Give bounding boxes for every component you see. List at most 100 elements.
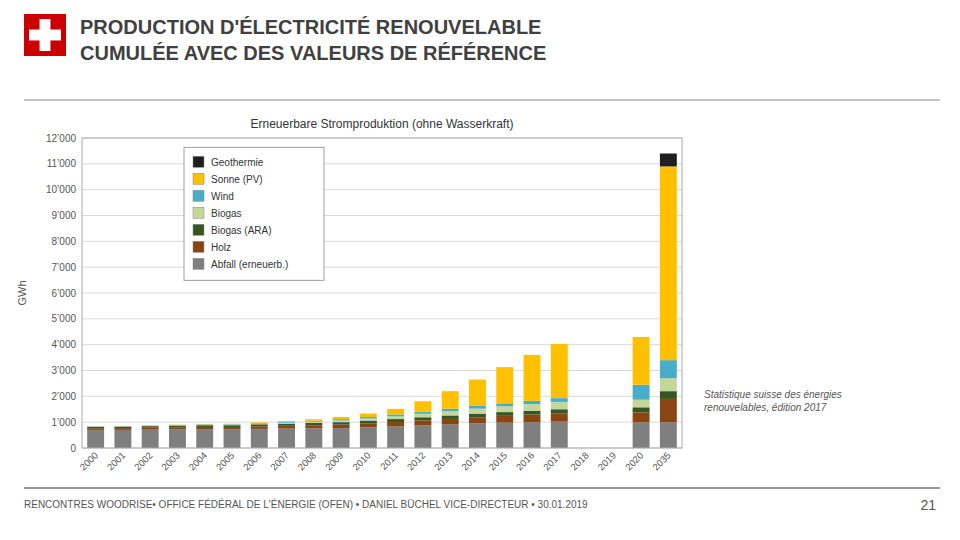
- bar-segment: Biogas (ARA) 2008: 88: [305, 423, 322, 425]
- bar-segment: Biogas 2011: 105: [387, 416, 404, 419]
- bar-segment: Biogas (ARA) 2020: 195: [633, 407, 650, 412]
- legend: GeothermieSonne (PV)WindBiogasBiogas (AR…: [184, 147, 324, 280]
- bar-segment: Geothermie 2011: 0: [387, 408, 404, 409]
- bar-segment: Abfall (erneuerb.) 2009: 770: [333, 428, 350, 448]
- bar-segment: Holz 2010: 155: [360, 423, 377, 427]
- bar-segment: Holz 2009: 135: [333, 425, 350, 428]
- legend-label: Wind: [211, 191, 234, 202]
- legend-swatch: [193, 190, 204, 201]
- bar-segment: Abfall (erneuerb.) 2001: 700: [114, 430, 131, 448]
- bar-segment: Geothermie 2005: 0: [224, 423, 241, 424]
- bar-segment: Biogas 2035: 500: [660, 378, 677, 391]
- x-tick-label: 2006: [241, 450, 264, 473]
- bar-segment: Biogas (ARA) 2002: 62: [142, 426, 159, 428]
- bar-segment: Wind 2003: 15: [169, 424, 186, 425]
- bar-segment: Holz 2001: 70: [114, 428, 131, 430]
- separator: [24, 100, 940, 101]
- background: [0, 0, 960, 540]
- bar-segment: Sonne (PV) 2005: 16: [224, 423, 241, 424]
- x-tick-label: 2003: [159, 450, 182, 473]
- chart-title: Erneuerbare Stromproduktion (ohne Wasser…: [250, 117, 513, 131]
- bar-segment: Geothermie 2006: 0: [251, 422, 268, 423]
- x-tick-label: 2008: [296, 450, 319, 473]
- x-tick-label: 2035: [650, 450, 673, 473]
- bar-segment: Abfall (erneuerb.) 2020: 1000: [633, 422, 650, 448]
- bar-segment: Wind 2013: 95: [442, 409, 459, 411]
- bar-segment: Sonne (PV) 2003: 10: [169, 424, 186, 425]
- legend-swatch: [193, 173, 204, 184]
- bar-segment: Wind 2012: 85: [414, 412, 431, 414]
- bar-segment: Sonne (PV) 2002: 8: [142, 425, 159, 426]
- y-tick-label: 9’000: [52, 210, 77, 221]
- bar-segment: Geothermie 2020: 0: [633, 336, 650, 337]
- bar-segment: Biogas (ARA) 2009: 95: [333, 422, 350, 424]
- series: Biogas 2000: 8Biogas 2001: 10Biogas 2002…: [87, 378, 677, 427]
- bar-segment: Geothermie 2001: 0: [114, 425, 131, 426]
- bar-segment: Holz 2006: 100: [251, 426, 268, 429]
- x-tick-label: 2011: [378, 450, 400, 472]
- series: Abfall (erneuerb.) 2000: 700Abfall (erne…: [87, 422, 677, 448]
- bar-segment: Biogas 2007: 38: [278, 422, 295, 424]
- footer-separator: [24, 487, 940, 488]
- grid-line: [82, 370, 682, 371]
- text-line: PRODUCTION D'ÉLECTRICITÉ RENOUVELABLE: [80, 16, 541, 38]
- bar-segment: Abfall (erneuerb.) 2010: 800: [360, 427, 377, 448]
- bar-segment: Abfall (erneuerb.) 2011: 830: [387, 427, 404, 448]
- bar-segment: Wind 2035: 700: [660, 360, 677, 378]
- bar-segment: Biogas (ARA) 2016: 150: [524, 411, 541, 415]
- bar-segment: Sonne (PV) 2014: 1020: [469, 380, 486, 406]
- bar-segment: Holz 2017: 325: [551, 413, 568, 421]
- x-tick-label: 2020: [623, 450, 646, 473]
- x-tick-label: 2013: [432, 450, 455, 473]
- bar-segment: Biogas (ARA) 2012: 125: [414, 417, 431, 420]
- bar-segment: Biogas 2000: 8: [87, 426, 104, 427]
- bar-segment: Biogas 2020: 295: [633, 400, 650, 408]
- y-tick-label: 0: [70, 443, 76, 454]
- bar-segment: Wind 2017: 145: [551, 398, 568, 402]
- x-tick-label: 2004: [186, 450, 209, 473]
- bar-segment: Sonne (PV) 2020: 1850: [633, 337, 650, 385]
- bar-segment: Wind 2001: 10: [114, 426, 131, 427]
- bar-segment: Biogas 2009: 68: [333, 420, 350, 422]
- bar-segment: Biogas 2010: 85: [360, 418, 377, 420]
- legend-label: Sonne (PV): [211, 174, 263, 185]
- x-tick-label: 2002: [132, 450, 155, 473]
- bar-segment: Holz 2016: 295: [524, 415, 541, 423]
- bar-segment: Geothermie 2004: 0: [196, 423, 213, 424]
- bar-segment: Wind 2004: 18: [196, 424, 213, 425]
- bar-segment: Geothermie 2035: 500: [660, 154, 677, 167]
- bar-segment: Sonne (PV) 2015: 1400: [496, 367, 513, 403]
- bar-segment: Abfall (erneuerb.) 2014: 950: [469, 423, 486, 448]
- bar-segment: Biogas (ARA) 2006: 78: [251, 424, 268, 426]
- bar-segment: Sonne (PV) 2017: 2100: [551, 344, 568, 398]
- bar-segment: Wind 2010: 55: [360, 417, 377, 418]
- bar-segment: Sonne (PV) 2007: 35: [278, 421, 295, 423]
- bar-segment: Biogas (ARA) 2017: 155: [551, 409, 568, 413]
- x-tick-label: 2005: [214, 450, 237, 473]
- bar-segment: Biogas 2002: 12: [142, 425, 159, 426]
- text-line: CUMULÉE AVEC DES VALEURS DE RÉFÉRENCE: [80, 42, 546, 64]
- footer: RENCONTRES WOODRISE• OFFICE FÉDÉRAL DE L…: [24, 498, 588, 510]
- legend-label: Biogas (ARA): [211, 225, 272, 236]
- y-tick-label: 5’000: [52, 313, 77, 324]
- bar-segment: Biogas (ARA) 2007: 82: [278, 424, 295, 426]
- y-tick-label: 10’000: [46, 184, 76, 195]
- x-tick-label: 2000: [77, 450, 100, 473]
- bar-segment: Holz 2015: 265: [496, 416, 513, 423]
- bar-segment: Wind 2009: 50: [333, 419, 350, 420]
- x-tick-label: 2001: [105, 450, 128, 473]
- bar-segment: Wind 2014: 105: [469, 406, 486, 409]
- legend-frame: [184, 147, 324, 280]
- bar-segment: Geothermie 2009: 0: [333, 416, 350, 417]
- bar-segment: Biogas (ARA) 2000: 55: [87, 427, 104, 428]
- legend-swatch: [193, 258, 204, 269]
- bars: Abfall (erneuerb.) 2000: 700Abfall (erne…: [87, 154, 677, 449]
- bar-segment: Sonne (PV) 2001: 5: [114, 425, 131, 426]
- legend-swatch: [193, 241, 204, 252]
- x-tick-label: 2018: [568, 450, 591, 473]
- y-tick-label: 6’000: [52, 288, 77, 299]
- bar-segment: Sonne (PV) 2010: 135: [360, 414, 377, 417]
- bar-segment: Holz 2035: 900: [660, 399, 677, 422]
- bar-segment: Sonne (PV) 2011: 215: [387, 409, 404, 415]
- bar-segment: Biogas (ARA) 2013: 135: [442, 415, 459, 418]
